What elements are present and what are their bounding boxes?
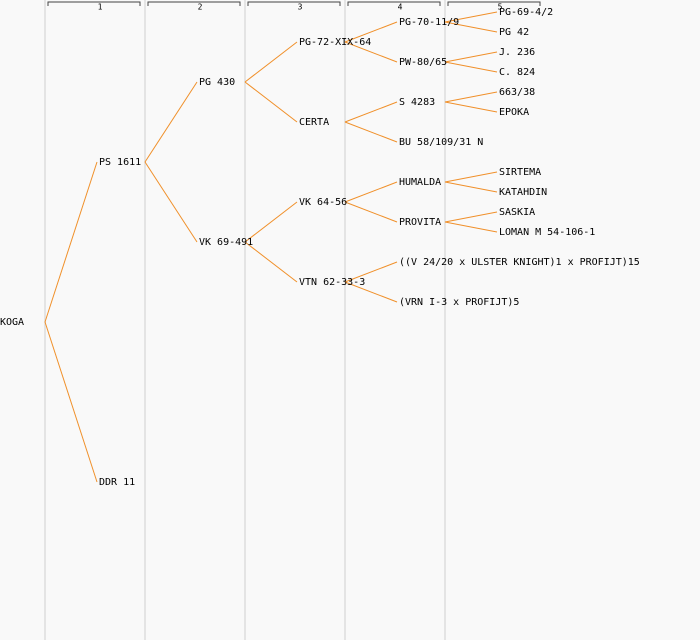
node-label: DDR 11	[99, 477, 135, 488]
node-label: S 4283	[399, 97, 435, 108]
generation-header: 5	[498, 3, 503, 12]
node-label: VK 64-56	[299, 197, 347, 208]
node-label: ((V 24/20 x ULSTER KNIGHT)1 x PROFIJT)15	[399, 257, 640, 268]
node-label: PG-70-11/9	[399, 17, 459, 28]
node-label: PG-72-XIX-64	[299, 37, 371, 48]
connector	[444, 101, 498, 113]
connector	[144, 81, 198, 163]
connector	[244, 81, 298, 123]
connector	[344, 41, 398, 63]
node-label: HUMALDA	[399, 177, 441, 188]
node-label: SASKIA	[499, 207, 535, 218]
connector	[344, 121, 398, 143]
connector	[344, 201, 398, 223]
header-bracket	[147, 1, 241, 6]
node-label: LOMAN M 54-106-1	[499, 227, 595, 238]
connector	[344, 101, 398, 123]
connector	[244, 201, 298, 243]
node-label: CERTA	[299, 117, 329, 128]
node-label: VK 69-491	[199, 237, 253, 248]
node-label: BU 58/109/31 N	[399, 137, 483, 148]
node-label: KOGA	[0, 317, 24, 328]
generation-header: 4	[398, 3, 403, 12]
connector	[344, 181, 398, 203]
connector	[244, 241, 298, 283]
header-bracket	[447, 1, 541, 6]
node-label: PG 430	[199, 77, 235, 88]
connector	[144, 161, 198, 243]
connector	[344, 261, 398, 283]
connector	[44, 161, 98, 323]
connector	[444, 91, 498, 103]
header-bracket	[347, 1, 441, 6]
connector	[344, 21, 398, 43]
header-bracket	[47, 1, 141, 6]
node-label: C. 824	[499, 67, 535, 78]
node-label: KATAHDIN	[499, 187, 547, 198]
connector	[444, 221, 498, 233]
node-label: VTN 62-33-3	[299, 277, 365, 288]
node-label: PROVITA	[399, 217, 441, 228]
node-label: SIRTEMA	[499, 167, 541, 178]
node-label: PG 42	[499, 27, 529, 38]
node-label: PS 1611	[99, 157, 141, 168]
connector	[344, 281, 398, 303]
node-label: 663/38	[499, 87, 535, 98]
node-label: PW-80/65	[399, 57, 447, 68]
connector	[444, 11, 498, 23]
node-label: J. 236	[499, 47, 535, 58]
connector	[444, 21, 498, 33]
node-label: EPOKA	[499, 107, 529, 118]
connector	[444, 211, 498, 223]
connector	[44, 321, 98, 483]
connector	[444, 181, 498, 193]
connector	[444, 51, 498, 63]
generation-header: 1	[98, 3, 103, 12]
node-label: (VRN I-3 x PROFIJT)5	[399, 297, 519, 308]
generation-header: 2	[198, 3, 203, 12]
header-bracket	[247, 1, 341, 6]
connector	[444, 61, 498, 73]
generation-header: 3	[298, 3, 303, 12]
connector	[244, 41, 298, 83]
connector	[444, 171, 498, 183]
node-label: PG-69-4/2	[499, 7, 553, 18]
